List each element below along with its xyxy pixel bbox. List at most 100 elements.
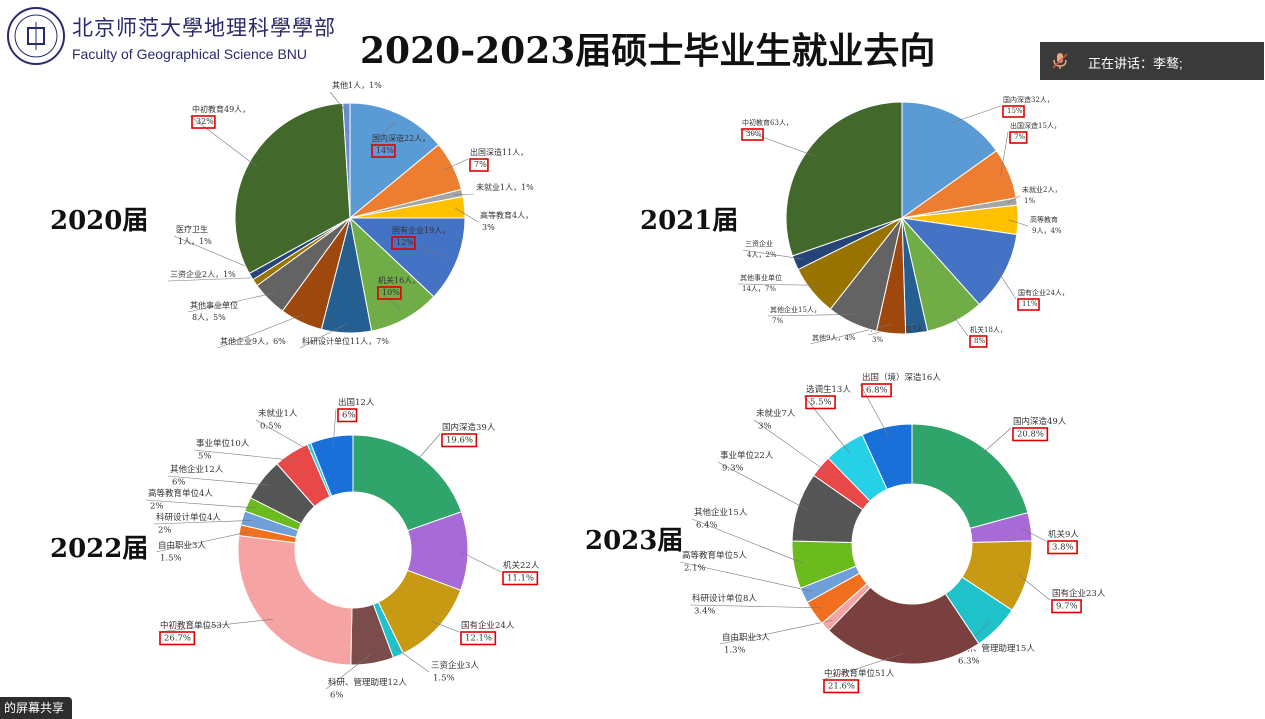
- slice-label-2023-0: 国内深造49人: [1013, 416, 1067, 427]
- leader-2020-10: [173, 235, 260, 273]
- slice-label-2023-1: 机关9人: [1048, 529, 1079, 540]
- slice-label-2021-1: 出国深造15人，: [1010, 121, 1061, 130]
- highlight-box-2021-5: [969, 335, 988, 348]
- leader-2023-8: [691, 518, 804, 564]
- slice-label-2022-1: 机关22人: [503, 560, 540, 571]
- slice-label-2020-2: 未就业1人，1%: [476, 182, 534, 192]
- slice-label-2022-8: 高等教育单位4人: [148, 488, 213, 499]
- chart-2021: 国内深造32人， 15% 出国深造15人， 7% 未就业2人， 1% 高等教育 9人，4% 国有…: [737, 95, 1069, 348]
- slice-pct-2023-2: 9.7%: [1056, 602, 1078, 612]
- slice-label-2020-8: 其他事业单位: [190, 300, 238, 310]
- slice-label-2020-3: 高等教育4人，: [480, 210, 533, 220]
- slice-label-2020-11: 中初教育49人，: [192, 104, 250, 114]
- slice-label-2023-4: 中初教育单位51人: [824, 668, 895, 679]
- leader-2020-4: [389, 236, 449, 258]
- leader-2020-0: [369, 122, 396, 146]
- slice-pct-2020-0: 14%: [376, 146, 394, 155]
- slice-label-2021-10: 三资企业: [745, 239, 773, 248]
- slice-label-2021-3: 高等教育: [1030, 215, 1058, 224]
- slice-label-2021-0: 国内深造32人，: [1003, 95, 1054, 104]
- logo-chinese-text: 北京师范大學地理科學學部: [72, 16, 336, 40]
- slice-pct-2021-2: 1%: [1024, 197, 1035, 205]
- slice-pct-2023-3: 6.3%: [958, 657, 980, 667]
- leader-2021-0: [950, 105, 1002, 124]
- slice-label-2022-12: 出国12人: [338, 397, 375, 408]
- slice-2023-4: [828, 586, 980, 665]
- slice-label-2020-9: 三资企业2人，1%: [170, 269, 236, 279]
- slice-pct-2022-3: 1.5%: [433, 674, 455, 684]
- slice-2023-12: [861, 423, 913, 491]
- highlight-box-2022-5: [159, 631, 196, 646]
- highlight-box-2022-2: [460, 631, 497, 646]
- slice-2023-0: [911, 423, 1029, 529]
- slice-2021-11: [785, 101, 903, 257]
- slice-pct-2022-0: 19.6%: [446, 436, 473, 446]
- slice-pct-2021-6: 3%: [872, 336, 883, 344]
- bnu-logo: 北京师范大學地理科學學部 Faculty of Geographical Sci…: [6, 6, 335, 68]
- slice-label-2023-2: 国有企业23人: [1052, 588, 1106, 599]
- leader-2023-10: [753, 419, 829, 473]
- leader-2023-0: [978, 427, 1012, 457]
- slice-2020-11: [234, 102, 351, 275]
- leader-2020-1: [444, 158, 469, 171]
- year-label-2020: 2020届: [50, 206, 149, 236]
- slice-2020-0: [349, 102, 440, 220]
- slice-pct-2023-8: 6.4%: [696, 521, 718, 531]
- slice-label-2021-9: 其他事业单位: [740, 273, 782, 282]
- slice-pct-2023-9: 9.3%: [722, 464, 744, 474]
- leader-2020-11: [189, 115, 258, 168]
- leader-2022-11: [255, 419, 313, 453]
- microphone-icon: [1052, 53, 1068, 69]
- leader-2022-10: [193, 449, 297, 461]
- slice-pct-2021-9: 14人，7%: [742, 285, 776, 293]
- leader-2023-9: [717, 461, 808, 510]
- year-label-2021: 2021届: [640, 206, 739, 236]
- slice-label-2023-10: 未就业7人: [756, 408, 796, 419]
- slice-2022-5: [237, 535, 353, 666]
- slice-label-2023-11: 选调生13人: [806, 384, 851, 395]
- leader-2021-1: [1000, 131, 1009, 177]
- slice-pct-2023-10: 3%: [758, 422, 772, 432]
- leader-2022-3: [394, 646, 430, 673]
- highlight-box-2021-0: [1002, 105, 1025, 118]
- slice-label-2022-9: 其他企业12人: [170, 464, 224, 475]
- slice-label-2020-1: 出国深造11人，: [470, 147, 528, 157]
- slice-label-2020-4: 国有企业19人，: [392, 225, 450, 235]
- highlight-box-2022-1: [502, 571, 539, 586]
- slice-2021-4: [900, 217, 1018, 306]
- highlight-box-2020-11: [191, 115, 216, 129]
- year-label-2023: 2023届: [585, 526, 684, 556]
- leader-2020-3: [455, 207, 479, 223]
- leader-2020-9: [167, 277, 263, 282]
- highlight-box-2020-0: [371, 144, 396, 158]
- slice-label-2022-3: 三资企业3人: [431, 660, 479, 671]
- slice-pct-2022-12: 6%: [342, 411, 356, 421]
- leader-2020-7: [217, 313, 306, 349]
- leader-2022-9: [167, 475, 270, 486]
- slice-pct-2023-7: 2.1%: [684, 564, 706, 574]
- slice-pct-2021-11: 30%: [746, 130, 762, 138]
- slice-pct-2023-11: 5.5%: [810, 398, 832, 408]
- slice-pct-2020-3: 3%: [482, 223, 495, 232]
- slice-label-2022-7: 科研设计单位4人: [156, 512, 221, 523]
- leader-2021-9: [737, 283, 820, 286]
- screen-share-tag: 的屏幕共享: [0, 697, 73, 719]
- leader-2023-6: [689, 604, 822, 609]
- slice-pct-2021-5: 8%: [974, 337, 985, 345]
- slice-2020-5: [349, 216, 435, 332]
- slice-pct-2022-2: 12.1%: [465, 634, 492, 644]
- slice-pct-2020-11: 32%: [196, 117, 214, 126]
- highlight-box-2020-5: [377, 286, 402, 300]
- leader-2021-8: [767, 314, 857, 317]
- leader-2023-12: [859, 383, 889, 437]
- slice-label-2021-4: 国有企业24人，: [1018, 288, 1069, 297]
- leader-2022-5: [157, 618, 274, 633]
- page-title: 2020-2023届硕士毕业生就业去向: [360, 30, 936, 72]
- leader-2023-5: [719, 620, 833, 645]
- leader-2022-7: [153, 520, 252, 525]
- slice-pct-2023-12: 6.8%: [866, 386, 888, 396]
- slice-label-2023-6: 科研设计单位8人: [692, 593, 757, 604]
- slice-pct-2022-1: 11.1%: [507, 574, 534, 584]
- highlight-box-2023-11: [805, 395, 836, 410]
